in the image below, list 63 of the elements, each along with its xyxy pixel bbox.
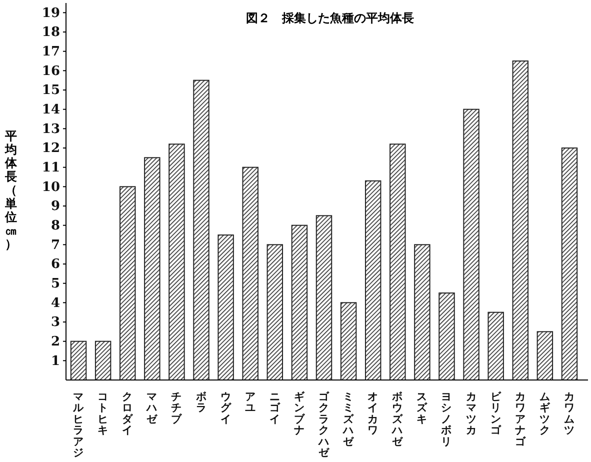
bar [242, 166, 258, 380]
x-tick-label: スズキ [416, 391, 429, 426]
bar [414, 244, 430, 380]
bar [364, 180, 382, 380]
x-tick-label: ボラ [194, 391, 207, 414]
bar [168, 144, 185, 380]
y-tick-label: 4 [50, 296, 60, 311]
y-tick-label: 19 [42, 6, 60, 21]
x-tick-label: ヨシノボリ [440, 391, 452, 448]
y-tick-label: 13 [42, 122, 60, 137]
bar [438, 292, 455, 380]
x-tick-label: ウグイ [220, 391, 232, 426]
bar [488, 312, 504, 380]
x-tick-label: ムギツク [539, 391, 552, 437]
x-tick-label: マルヒラアジ [72, 391, 86, 459]
y-tick-label: 7 [50, 238, 60, 253]
y-tick-label: 9 [50, 199, 60, 214]
x-tick-label: ニゴイ [269, 391, 282, 426]
y-tick-label: 1 [50, 354, 60, 369]
x-tick-label: カマツカ [466, 391, 477, 437]
bar [390, 144, 406, 380]
y-tick-label: 16 [42, 64, 60, 79]
bar [218, 234, 234, 380]
y-tick-label: 6 [50, 257, 60, 272]
bar [193, 80, 210, 380]
x-tick-label: マハゼ [146, 391, 159, 426]
bar [120, 186, 136, 380]
x-tick-label: アユ [244, 391, 256, 414]
x-tick-label: コトヒキ [98, 391, 109, 437]
x-tick-label: ゴクラクハゼ [318, 390, 330, 459]
y-tick-label: 18 [42, 25, 60, 40]
text: 図２ 採集した魚種の平均体長 [246, 11, 414, 25]
bar [536, 331, 554, 380]
x-tick-label: カワムツ [564, 391, 575, 437]
bar [463, 108, 480, 380]
x-tick-label: クロダイ [122, 391, 134, 437]
bar [144, 157, 160, 380]
y-tick-label: 2 [50, 334, 60, 350]
y-tick-label: 10 [42, 180, 60, 195]
y-tick-label: 11 [42, 160, 60, 176]
text: 平均体長（単位㎝） [5, 129, 17, 251]
y-tick-label: 15 [42, 83, 60, 98]
y-tick-label: 3 [50, 315, 60, 330]
x-tick-label: オイカワ [368, 391, 379, 437]
x-tick-label: ギンブナ [294, 390, 306, 437]
bar [340, 302, 357, 380]
bar [94, 340, 112, 380]
y-tick-label: 12 [42, 141, 60, 156]
bar [266, 244, 284, 380]
bar [291, 224, 308, 380]
bar [70, 340, 87, 380]
y-tick-label: 5 [50, 276, 60, 292]
y-tick-label: 14 [42, 102, 60, 118]
bar [316, 215, 332, 380]
x-tick-label: チチブ [171, 391, 184, 426]
x-tick-label: ボウズハゼ [391, 391, 404, 448]
y-tick-label: 17 [42, 44, 60, 60]
x-tick-label: ミミズハゼ [342, 391, 356, 448]
y-tick-label: 8 [50, 218, 60, 234]
x-tick-label: ビリンゴ [490, 390, 502, 437]
x-tick-label: カワアナゴ [514, 391, 527, 448]
bar [512, 60, 528, 380]
bar [561, 148, 578, 380]
